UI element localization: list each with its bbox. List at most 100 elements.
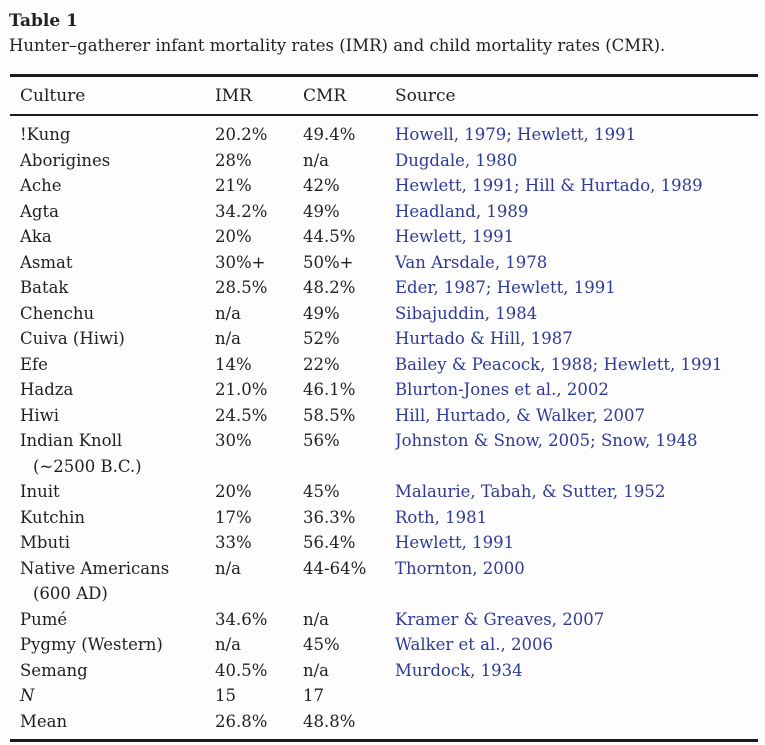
culture-cell: Hadza — [10, 377, 215, 403]
table-row: Aborigines 28% n/a Dugdale, 1980 — [10, 148, 758, 174]
cmr-value: 50%+ — [303, 252, 354, 272]
culture-cell: N — [10, 683, 215, 709]
source-cell — [395, 683, 758, 709]
source-citation-link[interactable]: Dugdale, 1980 — [395, 150, 518, 170]
culture-name: Mean — [20, 711, 68, 731]
imr-value: 34.2% — [215, 201, 268, 221]
source-citation-link[interactable]: Johnston & Snow, 2005; Snow, 1948 — [395, 431, 698, 450]
culture-cell: Cuiva (Hiwi) — [10, 326, 215, 352]
table-row: Batak 28.5% 48.2% Eder, 1987; Hewlett, 1… — [10, 275, 758, 301]
source-citation-link[interactable]: Kramer & Greaves, 2007 — [395, 609, 605, 629]
source-cell: Headland, 1989 — [395, 199, 758, 225]
table-row: Pygmy (Western) n/a 45% Walker et al., 2… — [10, 632, 758, 658]
culture-cell: Pumé — [10, 607, 215, 633]
source-citation-link[interactable]: Blurton-Jones et al., 2002 — [395, 380, 609, 399]
source-cell: Dugdale, 1980 — [395, 148, 758, 174]
culture-cell: Mean — [10, 709, 215, 741]
culture-name: Chenchu — [20, 303, 95, 323]
imr-value: 40.5% — [215, 660, 268, 680]
imr-value: 15 — [215, 686, 236, 705]
cmr-value: 44.5% — [303, 227, 356, 246]
table-row: Mbuti 33% 56.4% Hewlett, 1991 — [10, 530, 758, 556]
source-citation-link[interactable]: Malaurie, Tabah, & Sutter, 1952 — [395, 482, 666, 501]
source-citation-link[interactable]: Thornton, 2000 — [395, 558, 525, 578]
cmr-value: 42% — [303, 176, 340, 195]
cmr-value: 48.8% — [303, 711, 356, 731]
cmr-value: 46.1% — [303, 380, 356, 399]
culture-name: Asmat — [20, 252, 73, 272]
source-citation-link[interactable]: Hill, Hurtado, & Walker, 2007 — [395, 405, 645, 425]
imr-value: 14% — [215, 354, 252, 374]
imr-value: 30% — [215, 431, 252, 450]
table-row: Semang 40.5% n/a Murdock, 1934 — [10, 658, 758, 684]
source-citation-link[interactable]: Walker et al., 2006 — [395, 635, 554, 654]
table-row: Native Americans (600 AD) n/a 44-64% Tho… — [10, 556, 758, 607]
table-row: Asmat 30%+ 50%+ Van Arsdale, 1978 — [10, 250, 758, 276]
source-cell: Howell, 1979; Hewlett, 1991 — [395, 115, 758, 148]
source-citation-link[interactable]: Howell, 1979; Hewlett, 1991 — [395, 125, 637, 144]
imr-value: 20% — [215, 227, 252, 246]
cmr-value: 36.3% — [303, 507, 356, 527]
table-row: Agta 34.2% 49% Headland, 1989 — [10, 199, 758, 225]
imr-value: 20.2% — [215, 125, 268, 144]
culture-cell: Indian Knoll (~2500 B.C.) — [10, 428, 215, 479]
source-cell — [395, 709, 758, 741]
cmr-value: 49% — [303, 303, 340, 323]
culture-name: Efe — [20, 354, 48, 374]
source-citation-link[interactable]: Eder, 1987; Hewlett, 1991 — [395, 278, 616, 297]
header-row: Culture IMR CMR Source — [10, 75, 758, 116]
source-citation-link[interactable]: Hurtado & Hill, 1987 — [395, 329, 573, 348]
source-citation-link[interactable]: Hewlett, 1991; Hill & Hurtado, 1989 — [395, 176, 703, 195]
imr-value: 28.5% — [215, 278, 268, 297]
culture-name: Hiwi — [20, 405, 60, 425]
culture-cell: Inuit — [10, 479, 215, 505]
source-citation-link[interactable]: Murdock, 1934 — [395, 660, 523, 680]
culture-name: !Kung — [20, 125, 71, 144]
source-cell: Hewlett, 1991 — [395, 224, 758, 250]
imr-value: 34.6% — [215, 609, 268, 629]
cmr-value: n/a — [303, 150, 330, 170]
table-body: !Kung 20.2% 49.4% Howell, 1979; Hewlett,… — [10, 115, 758, 741]
culture-name: Pumé — [20, 609, 68, 629]
culture-cell: Aka — [10, 224, 215, 250]
culture-cell: Batak — [10, 275, 215, 301]
cmr-value: n/a — [303, 660, 330, 680]
culture-name: Batak — [20, 278, 69, 297]
culture-cell: Aborigines — [10, 148, 215, 174]
table-header: Culture IMR CMR Source — [10, 75, 758, 116]
culture-cell: Hiwi — [10, 403, 215, 429]
imr-value: n/a — [215, 635, 242, 654]
culture-cell: !Kung — [10, 115, 215, 148]
imr-value: 30%+ — [215, 252, 266, 272]
source-cell: Murdock, 1934 — [395, 658, 758, 684]
source-citation-link[interactable]: Van Arsdale, 1978 — [395, 252, 548, 272]
table-row: Hiwi 24.5% 58.5% Hill, Hurtado, & Walker… — [10, 403, 758, 429]
cmr-value: 48.2% — [303, 278, 356, 297]
table-row: Kutchin 17% 36.3% Roth, 1981 — [10, 505, 758, 531]
cmr-value: 52% — [303, 329, 340, 348]
imr-value: 26.8% — [215, 711, 268, 731]
source-citation-link[interactable]: Sibajuddin, 1984 — [395, 303, 538, 323]
cmr-value: 45% — [303, 482, 340, 501]
cmr-value: 56.4% — [303, 533, 356, 552]
source-citation-link[interactable]: Hewlett, 1991 — [395, 533, 515, 552]
imr-value: n/a — [215, 303, 242, 323]
cmr-value: n/a — [303, 609, 330, 629]
source-citation-link[interactable]: Hewlett, 1991 — [395, 227, 515, 246]
source-cell: Hewlett, 1991; Hill & Hurtado, 1989 — [395, 173, 758, 199]
culture-name: Inuit — [20, 482, 60, 501]
culture-name: Aborigines — [20, 150, 111, 170]
culture-name-line2: (600 AD) — [33, 584, 108, 603]
imr-value: 20% — [215, 482, 252, 501]
source-citation-link[interactable]: Bailey & Peacock, 1988; Hewlett, 1991 — [395, 354, 723, 374]
source-cell: Eder, 1987; Hewlett, 1991 — [395, 275, 758, 301]
table-row: Inuit 20% 45% Malaurie, Tabah, & Sutter,… — [10, 479, 758, 505]
imr-value: 21% — [215, 176, 252, 195]
imr-value: 28% — [215, 150, 252, 170]
source-cell: Kramer & Greaves, 2007 — [395, 607, 758, 633]
table-row: N 15 17 — [10, 683, 758, 709]
source-citation-link[interactable]: Roth, 1981 — [395, 507, 488, 527]
source-citation-link[interactable]: Headland, 1989 — [395, 201, 529, 221]
culture-name: Ache — [20, 176, 62, 195]
cmr-value: 56% — [303, 431, 340, 450]
